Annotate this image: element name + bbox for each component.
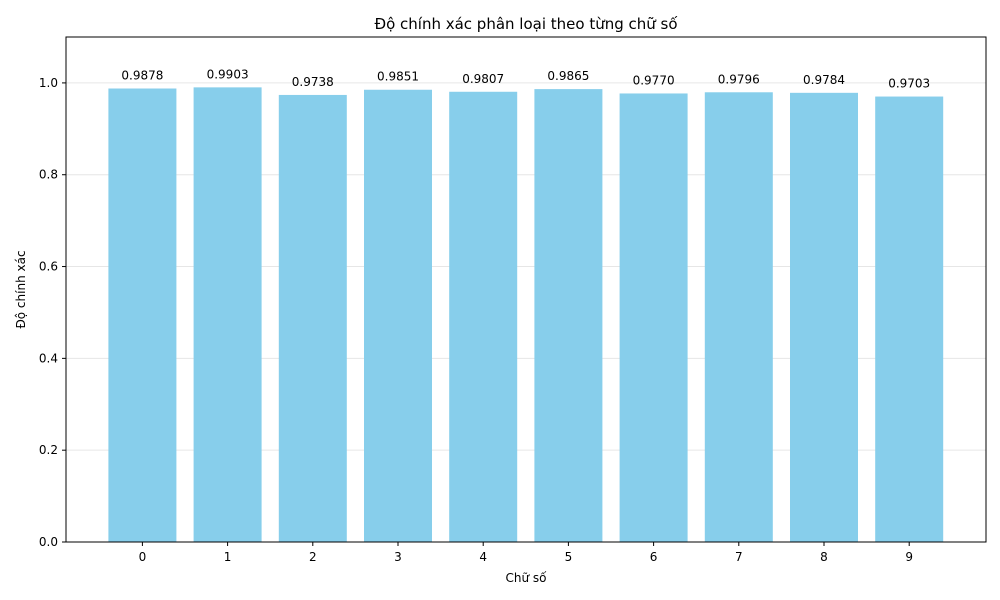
- x-tick-label: 1: [224, 550, 232, 564]
- x-tick-label: 8: [820, 550, 828, 564]
- x-tick-label: 7: [735, 550, 743, 564]
- bar-0: [108, 88, 177, 542]
- data-labels: 0.9878 0.9903 0.9738 0.9851 0.9807 0.9865 0.97…: [121, 67, 930, 90]
- x-axis: 0 1 2 3 4 5 6 7 8 9: [139, 542, 913, 564]
- bar-value-label: 0.9878: [121, 69, 163, 83]
- plot-frame: [65, 36, 987, 543]
- y-axis: 0.0 0.2 0.4 0.6 0.8 1.0: [39, 76, 66, 549]
- bar-value-label: 0.9807: [462, 72, 504, 86]
- y-tick-label: 1.0: [39, 76, 58, 90]
- x-tick-label: 5: [565, 550, 573, 564]
- x-tick-label: 0: [139, 550, 147, 564]
- x-tick-label: 2: [309, 550, 317, 564]
- y-tick-label: 0.6: [39, 260, 58, 274]
- chart-title: Độ chính xác phân loại theo từng chữ số: [374, 15, 678, 33]
- bar-value-label: 0.9796: [718, 72, 760, 86]
- x-tick-label: 9: [905, 550, 913, 564]
- bar-value-label: 0.9784: [803, 73, 845, 87]
- y-tick-label: 0.4: [39, 351, 58, 365]
- bar-value-label: 0.9903: [207, 67, 249, 81]
- bar-3: [364, 89, 432, 542]
- bar-1: [193, 87, 262, 542]
- y-axis-title: Độ chính xác: [14, 250, 28, 328]
- y-tick-label: 0.2: [39, 443, 58, 457]
- bar-value-label: 0.9738: [292, 75, 334, 89]
- bar-6: [619, 93, 688, 542]
- y-tick-label: 0.8: [39, 168, 58, 182]
- x-tick-label: 6: [650, 550, 658, 564]
- bar-4: [449, 91, 518, 543]
- bar-5: [534, 89, 603, 543]
- bar-8: [790, 92, 858, 543]
- bar-value-label: 0.9770: [633, 73, 675, 87]
- y-tick-label: 0.0: [39, 535, 58, 549]
- bar-9: [875, 96, 944, 542]
- bar-2: [278, 94, 347, 543]
- bar-value-label: 0.9865: [547, 69, 589, 83]
- x-tick-label: 4: [479, 550, 487, 564]
- bars: [108, 87, 944, 543]
- x-axis-title: Chữ số: [506, 571, 548, 585]
- x-tick-label: 3: [394, 550, 402, 564]
- bar-value-label: 0.9851: [377, 70, 419, 84]
- bar-7: [704, 92, 773, 543]
- bar-value-label: 0.9703: [888, 77, 930, 91]
